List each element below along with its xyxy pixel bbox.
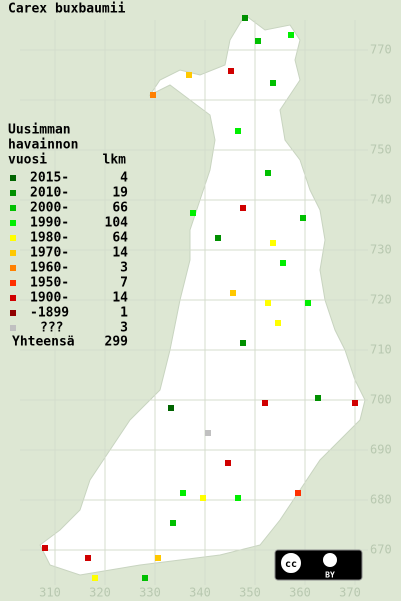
x-grid-label: 340 — [189, 586, 211, 600]
grid — [20, 20, 368, 585]
legend-count: 4 — [120, 171, 128, 186]
y-grid-label: 720 — [370, 293, 392, 307]
x-grid-label: 320 — [89, 586, 111, 600]
legend-label: 1950- — [30, 276, 69, 291]
y-grid-label: 700 — [370, 393, 392, 407]
country-outline — [39, 14, 366, 576]
observations — [42, 15, 358, 581]
legend-label: 1900- — [30, 291, 69, 306]
legend-swatch — [10, 250, 16, 256]
legend-label: 2000- — [30, 201, 69, 216]
legend-label: 1980- — [30, 231, 69, 246]
legend-swatch — [10, 295, 16, 301]
legend-label: 2010- — [30, 186, 69, 201]
legend-count: 14 — [112, 291, 128, 306]
y-grid-label: 680 — [370, 493, 392, 507]
legend-swatch — [10, 265, 16, 271]
legend-swatch — [10, 280, 16, 286]
legend-count: 14 — [112, 246, 128, 261]
legend-column: vuosi — [8, 153, 47, 168]
legend-count: 1 — [120, 306, 128, 321]
y-grid-label: 710 — [370, 343, 392, 357]
x-grid-label: 310 — [39, 586, 61, 600]
y-grid-label: 730 — [370, 243, 392, 257]
y-grid-label: 750 — [370, 143, 392, 157]
legend-swatch — [10, 310, 16, 316]
cc-text: cc — [285, 559, 297, 570]
legend-swatch — [10, 235, 16, 241]
y-grid-label: 760 — [370, 93, 392, 107]
legend-label: -1899 — [30, 306, 69, 321]
y-grid-label: 770 — [370, 43, 392, 57]
legend-header: havainnon — [8, 138, 78, 153]
legend-count: 3 — [120, 321, 128, 336]
legend-label: 1970- — [30, 246, 69, 261]
x-grid-label: 360 — [289, 586, 311, 600]
total-label: Yhteensä — [12, 335, 75, 350]
legend-column: lkm — [103, 153, 127, 168]
legend-count: 64 — [112, 231, 128, 246]
legend-label: ??? — [40, 321, 63, 336]
x-grid-label: 350 — [239, 586, 261, 600]
legend-count: 66 — [112, 201, 128, 216]
legend-count: 19 — [112, 186, 128, 201]
legend-swatch — [10, 190, 16, 196]
by-icon — [323, 553, 337, 567]
legend-count: 104 — [105, 216, 129, 231]
y-grid-label: 690 — [370, 443, 392, 457]
legend-label: 2015- — [30, 171, 69, 186]
legend-label: 1990- — [30, 216, 69, 231]
legend-swatch — [10, 220, 16, 226]
legend-count: 3 — [120, 261, 128, 276]
cc-icon — [279, 551, 303, 575]
y-grid-label: 740 — [370, 193, 392, 207]
legend-label: 1960- — [30, 261, 69, 276]
by-text: BY — [325, 571, 335, 580]
legend-swatch — [10, 205, 16, 211]
legend-header: Uusimman — [8, 123, 71, 138]
legend-swatch — [10, 325, 16, 331]
legend-swatch — [10, 175, 16, 181]
y-grid-label: 670 — [370, 543, 392, 557]
title: Carex buxbaumii — [8, 2, 126, 17]
total: 299 — [105, 335, 128, 350]
x-grid-label: 330 — [139, 586, 161, 600]
x-grid-label: 370 — [339, 586, 361, 600]
legend-count: 7 — [120, 276, 128, 291]
